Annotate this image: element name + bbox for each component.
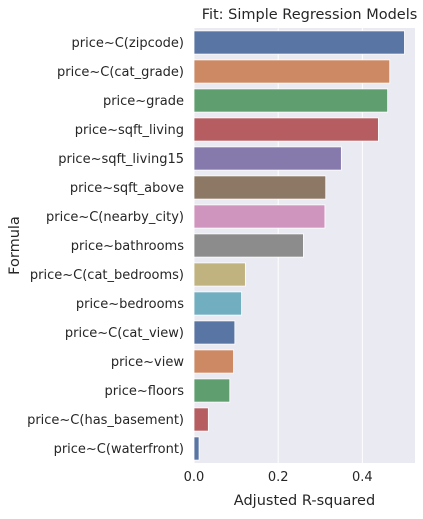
bars: [193, 30, 405, 461]
bar-category-label: price~bedrooms: [76, 297, 184, 312]
bar-category-label: price~C(nearby_city): [46, 210, 184, 225]
bar: [193, 175, 327, 200]
bar-category-label: price~C(waterfront): [54, 442, 184, 457]
bar-category-label: price~grade: [103, 94, 184, 109]
bar-category-label: price~bathrooms: [71, 239, 184, 254]
bar: [193, 204, 326, 229]
bar-category-label: price~view: [111, 355, 185, 370]
x-axis-title: Adjusted R-squared: [234, 493, 375, 509]
bar-category-label: price~C(cat_view): [65, 326, 184, 341]
x-tick-labels: 0.0 0.2 0.4: [184, 470, 373, 485]
bar-category-label: price~C(zipcode): [71, 36, 184, 51]
bar: [193, 436, 200, 461]
x-tick-label: 0.4: [352, 470, 373, 485]
bar: [193, 117, 379, 142]
bar: [193, 59, 391, 84]
bar-category-label: price~C(has_basement): [27, 413, 184, 428]
bar: [193, 233, 304, 258]
bar: [193, 30, 405, 55]
bar-category-label: price~C(cat_grade): [57, 65, 184, 80]
bar: [193, 291, 242, 316]
y-axis-title: Formula: [7, 216, 23, 275]
bar: [193, 407, 209, 432]
x-tick-label: 0.2: [268, 470, 289, 485]
x-tick-label: 0.0: [184, 470, 205, 485]
bar-category-label: price~sqft_above: [70, 181, 184, 196]
chart-title: Fit: Simple Regression Models: [202, 7, 418, 23]
bar-category-label: price~sqft_living15: [58, 152, 184, 167]
bar: [193, 146, 342, 171]
bar-category-label: price~sqft_living: [75, 123, 184, 138]
bar-category-label: price~floors: [105, 384, 185, 399]
bar: [193, 88, 389, 113]
bar: [193, 320, 236, 345]
bar-labels: price~C(zipcode) price~C(cat_grade) price~…: [27, 36, 184, 457]
bar: [193, 349, 234, 374]
bar: [193, 262, 246, 287]
bar-category-label: price~C(cat_bedrooms): [30, 268, 184, 283]
bar: [193, 378, 231, 403]
